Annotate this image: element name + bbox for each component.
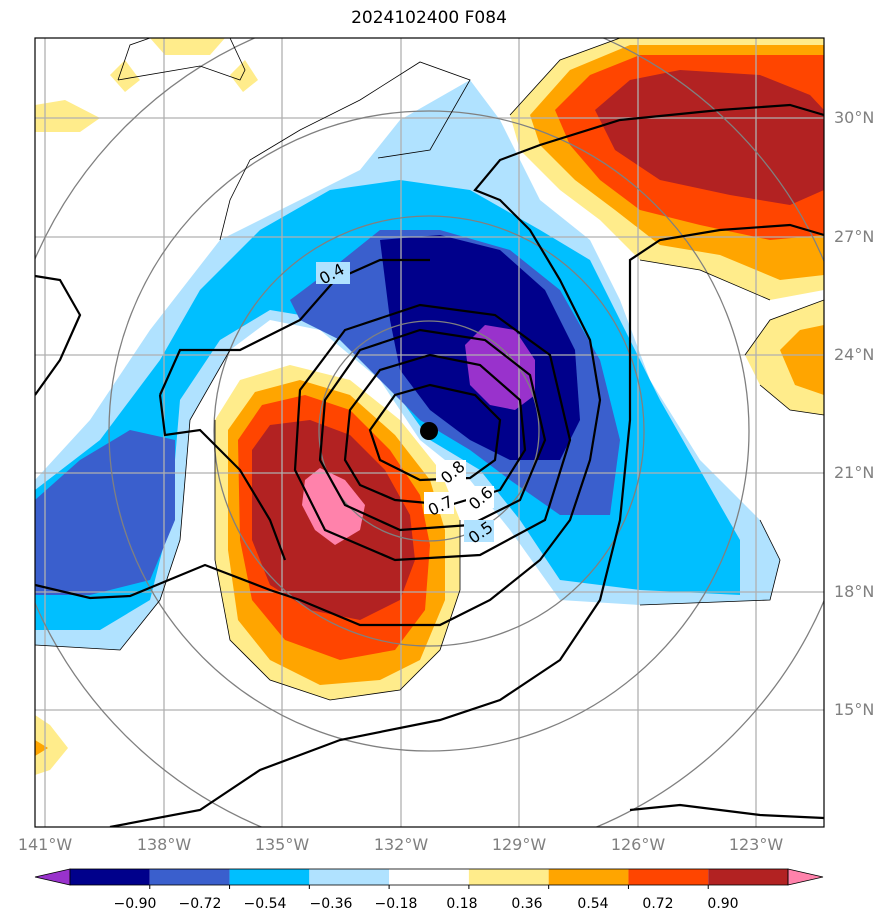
plot-frame [34, 37, 825, 828]
shade-yellow-nw-3 [150, 38, 225, 55]
shade-pink-sw [302, 468, 365, 545]
colorbar-segment [389, 869, 469, 885]
shade-royal-blue [35, 430, 175, 595]
shade-yellow-nw-4 [230, 60, 258, 92]
colorbar-extend-max [787, 868, 824, 886]
contour-0.5 [293, 303, 572, 562]
contour-0.4-c [158, 394, 287, 561]
shade-yellow-nw-2 [110, 60, 140, 92]
shade-orange-e [780, 325, 824, 395]
negative-shading [35, 80, 780, 650]
colorbar-segment [548, 869, 629, 885]
shade-yellow-sw-corner [35, 715, 68, 775]
positive-shading [35, 38, 824, 775]
lat-label-18n: 18°N [834, 582, 875, 601]
contour-0.4 [35, 103, 824, 627]
lat-label-27n: 27°N [834, 227, 875, 246]
lon-label-141w: 141°W [17, 835, 73, 854]
colorbar-tick: −0.18 [374, 896, 418, 912]
colorbar-segment [309, 869, 390, 885]
contour-0.7 [343, 353, 527, 507]
lat-label-15n: 15°N [834, 700, 875, 719]
colorbar-segment [149, 869, 230, 885]
lon-label-132w: 132°W [373, 835, 429, 854]
colorbar-extend-min [34, 868, 71, 886]
lon-label-126w: 126°W [610, 835, 666, 854]
thin-contours [35, 38, 824, 701]
thick-contours [35, 103, 824, 827]
colorbar-segment [229, 869, 310, 885]
colorbar-segment [628, 869, 709, 885]
contour-0.6 [318, 328, 547, 532]
contour-outer-3 [629, 803, 824, 820]
lon-label-123w: 123°W [728, 835, 784, 854]
colorbar-tick: −0.54 [243, 896, 287, 912]
colorbar-tick: −0.72 [178, 896, 222, 912]
colorbar-tick: 0.90 [707, 896, 739, 912]
lat-label-30n: 30°N [834, 108, 875, 127]
lat-label-21n: 21°N [834, 463, 875, 482]
colorbar-tick: 0.18 [446, 896, 478, 912]
storm-center-marker [420, 422, 438, 440]
lat-label-24n: 24°N [834, 345, 875, 364]
shade-yellow-nw-1 [35, 100, 100, 132]
colorbar-tick: −0.90 [113, 896, 157, 912]
range-rings [35, 38, 824, 827]
contour-0.4-b [158, 258, 430, 396]
lon-label-138w: 138°W [136, 835, 192, 854]
contour-outer-2 [109, 223, 824, 827]
lon-label-129w: 129°W [491, 835, 547, 854]
contour-outer-1 [35, 274, 82, 396]
shade-deep-sky-blue [35, 180, 740, 630]
colorbar-tick: 0.36 [511, 896, 543, 912]
colorbar [34, 868, 824, 889]
colorbar-outline [69, 868, 789, 886]
shade-orange-sw-corner [35, 740, 48, 756]
lon-label-135w: 135°W [254, 835, 310, 854]
shade-purple [465, 325, 535, 410]
colorbar-segment [70, 869, 150, 885]
shade-brown-ne [595, 70, 824, 205]
map-title: 2024102400 F084 [351, 8, 507, 28]
colorbar-segment [708, 869, 788, 885]
colorbar-segment [468, 869, 549, 885]
colorbar-tick: −0.36 [309, 896, 353, 912]
colorbar-tick: 0.54 [577, 896, 609, 912]
colorbar-tick: 0.72 [642, 896, 674, 912]
